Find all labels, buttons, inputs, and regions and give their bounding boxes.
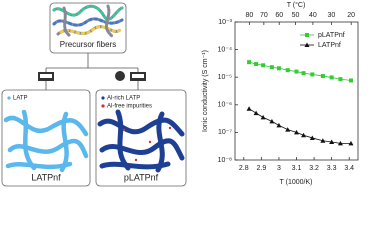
x2-tick-label: 60 <box>275 12 283 19</box>
legend-text: Al-free impurities <box>107 104 152 110</box>
y-tick-label: 10⁻⁴ <box>218 46 233 53</box>
x2-axis-label: T (°C) <box>287 1 306 9</box>
data-point <box>247 60 252 65</box>
x-tick-label: 3.2 <box>309 165 319 172</box>
legend-text: LATP <box>13 96 28 102</box>
data-point <box>338 77 343 82</box>
x-tick-label: 3.1 <box>292 165 302 172</box>
data-point <box>294 69 299 74</box>
x-tick-label: 3 <box>277 165 281 172</box>
data-point <box>320 138 326 143</box>
x2-tick-label: 80 <box>245 12 253 19</box>
x2-tick-label: 30 <box>328 12 336 19</box>
legend-marker <box>305 33 309 37</box>
data-point <box>294 129 299 135</box>
data-point <box>348 140 354 146</box>
x2-tick-label: 50 <box>292 12 300 19</box>
legend-label: pLATPnf <box>318 32 345 39</box>
data-point <box>329 75 334 80</box>
y-tick-label: 10⁻⁸ <box>218 157 232 164</box>
data-point <box>276 122 282 128</box>
data-point <box>276 66 281 71</box>
diagram: Precursor fibers LATP Al-rich LATP <box>1 2 187 187</box>
legend-label: LATPnf <box>318 42 341 49</box>
data-point <box>337 140 343 146</box>
precursor-fibers <box>52 4 124 38</box>
y-tick-label: 10⁻⁶ <box>218 102 232 109</box>
furnace-door <box>132 74 144 78</box>
x2-tick-label: 40 <box>309 12 317 19</box>
x2-tick-label: 70 <box>260 12 268 19</box>
data-point <box>253 110 259 116</box>
x2-tick-label: 20 <box>347 12 355 19</box>
box-label: pLATPnf <box>124 172 159 182</box>
data-point <box>261 63 266 68</box>
data-point <box>329 139 335 144</box>
y-tick-label: 10⁻⁵ <box>218 74 232 81</box>
pressure-icon <box>115 71 125 81</box>
furnace-door <box>40 74 52 78</box>
data-point <box>246 106 252 111</box>
legend-dot <box>101 96 105 100</box>
x-axis-label: T (1000/K) <box>280 179 313 186</box>
data-point <box>260 114 266 120</box>
data-point <box>301 71 306 76</box>
precursor-label: Precursor fibers <box>60 40 116 49</box>
branch-lines <box>45 53 139 90</box>
data-point <box>254 62 259 67</box>
data-point <box>269 118 275 124</box>
legend-marker <box>304 42 310 47</box>
series-line <box>248 108 351 144</box>
y-tick-label: 10⁻³ <box>218 19 232 26</box>
x-tick-label: 3.4 <box>344 165 354 172</box>
legend-dot <box>7 96 11 100</box>
x-tick-label: 2.9 <box>256 165 266 172</box>
y-tick-label: 10⁻⁷ <box>218 129 232 136</box>
data-point <box>320 74 325 79</box>
y-axis-label: Ionic conductivity (S cm⁻¹) <box>202 50 209 132</box>
legend-text: Al-rich LATP <box>107 96 140 102</box>
latp-fibers <box>3 109 89 173</box>
x-tick-label: 3.3 <box>327 165 337 172</box>
x-tick-label: 2.8 <box>239 165 249 172</box>
impurity-dots <box>122 126 172 162</box>
data-point <box>285 127 291 132</box>
legend-dot <box>101 104 105 108</box>
box-label: LATPnf <box>31 172 61 182</box>
data-point <box>301 132 307 138</box>
data-point <box>348 78 353 83</box>
data-point <box>269 65 274 70</box>
data-point <box>285 68 290 73</box>
figure: Precursor fibers LATP Al-rich LATP <box>1 1 359 187</box>
platp-fibers <box>97 109 185 173</box>
data-point <box>309 135 315 140</box>
data-point <box>310 72 315 77</box>
